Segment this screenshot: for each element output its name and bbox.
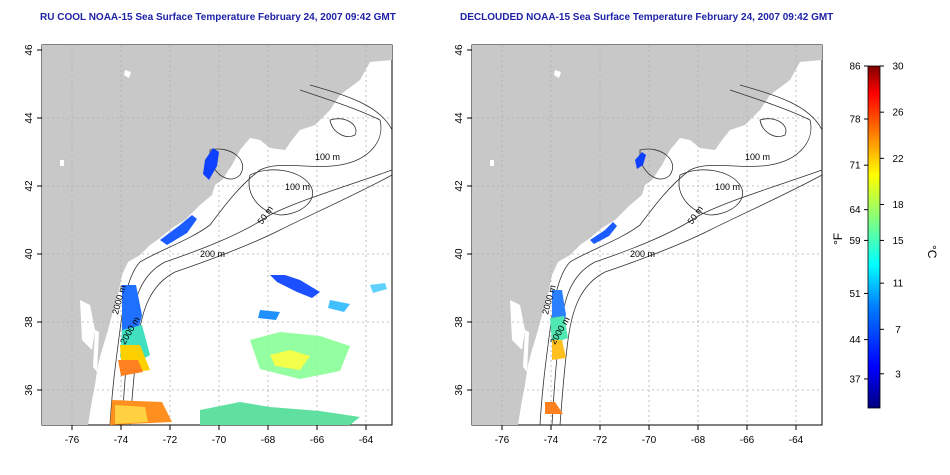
y-tick-label: 36: [454, 384, 465, 396]
contour-label: 100 m: [315, 152, 340, 162]
colorbar-c-label: 22: [892, 154, 904, 165]
y-tick-label: 38: [24, 316, 35, 328]
colorbar-c-label: 26: [892, 108, 904, 119]
celsius-label: °C: [925, 245, 939, 259]
y-tick-label: 36: [24, 384, 35, 396]
right-land: [472, 45, 822, 425]
right-map-title: DECLOUDED NOAA-15 Sea Surface Temperatur…: [460, 12, 834, 23]
left-y-axis: 36 38 40 42 44 46: [24, 44, 42, 396]
colorbar-f-label: 59: [849, 236, 861, 247]
x-tick-label: -68: [691, 435, 706, 446]
contour-label: 200 m: [630, 249, 655, 259]
right-y-axis: 36 38 40 42 44 46: [454, 44, 472, 396]
x-tick-label: -64: [359, 435, 374, 446]
colorbar-f-label: 37: [849, 374, 861, 385]
x-tick-label: -72: [593, 435, 608, 446]
colorbar-c-label: 30: [892, 62, 904, 73]
y-tick-label: 44: [454, 112, 465, 124]
contour-label: 200 m: [200, 249, 225, 259]
y-tick-label: 46: [454, 44, 465, 56]
contour-label: 100 m: [745, 152, 770, 162]
y-tick-label: 40: [454, 248, 465, 260]
left-land: [42, 45, 392, 425]
x-tick-label: -64: [789, 435, 804, 446]
left-sst-patches: [110, 148, 387, 425]
colorbar-f-label: 78: [849, 115, 861, 126]
colorbar-fahrenheit-ticks: 86 78 71 64 59 51 44 37: [849, 62, 868, 385]
x-tick-label: -76: [65, 435, 80, 446]
colorbar-c-label: 3: [895, 369, 901, 380]
colorbar-celsius-ticks: 30 26 22 18 15 11 7 3: [880, 62, 904, 380]
x-tick-label: -66: [310, 435, 325, 446]
fahrenheit-label: °F: [831, 233, 845, 245]
right-grid: [472, 45, 822, 425]
y-tick-label: 40: [24, 248, 35, 260]
x-tick-label: -74: [544, 435, 559, 446]
x-tick-label: -70: [212, 435, 227, 446]
right-sst-patches: [545, 152, 646, 414]
left-map-title: RU COOL NOAA-15 Sea Surface Temperature …: [40, 12, 396, 23]
y-tick-label: 42: [454, 180, 465, 192]
contour-label: 100 m: [715, 182, 740, 192]
colorbar-f-label: 64: [849, 205, 861, 216]
x-tick-label: -72: [163, 435, 178, 446]
x-tick-label: -70: [642, 435, 657, 446]
left-map-panel: 100 m 100 m 50 m 200 m 2000 m 2000 m -76…: [24, 44, 393, 446]
y-tick-label: 44: [24, 112, 35, 124]
y-tick-label: 42: [24, 180, 35, 192]
right-x-axis: -76 -74 -72 -70 -68 -66 -64: [495, 425, 804, 446]
colorbar-f-label: 51: [849, 289, 861, 300]
y-tick-label: 46: [24, 44, 35, 56]
colorbar-f-label: 44: [849, 335, 861, 346]
colorbar: 86 78 71 64 59 51 44 37 30 26 22 18 15 11 7 3 °F °C: [831, 62, 939, 409]
colorbar-c-label: 15: [892, 236, 904, 247]
x-tick-label: -74: [114, 435, 129, 446]
colorbar-c-label: 11: [893, 279, 904, 290]
colorbar-c-label: 7: [895, 325, 901, 336]
colorbar-c-label: 18: [892, 200, 904, 211]
left-x-axis: -76 -74 -72 -70 -68 -66 -64: [65, 425, 374, 446]
x-tick-label: -76: [495, 435, 510, 446]
contour-label: 100 m: [285, 182, 310, 192]
right-map-panel: 100 m 100 m 50 m 200 m 2000 m 2000 m -76…: [454, 44, 823, 446]
colorbar-gradient: [867, 65, 881, 409]
y-tick-label: 38: [454, 316, 465, 328]
colorbar-f-label: 71: [849, 161, 861, 172]
x-tick-label: -66: [740, 435, 755, 446]
colorbar-f-label: 86: [849, 62, 861, 73]
x-tick-label: -68: [261, 435, 276, 446]
